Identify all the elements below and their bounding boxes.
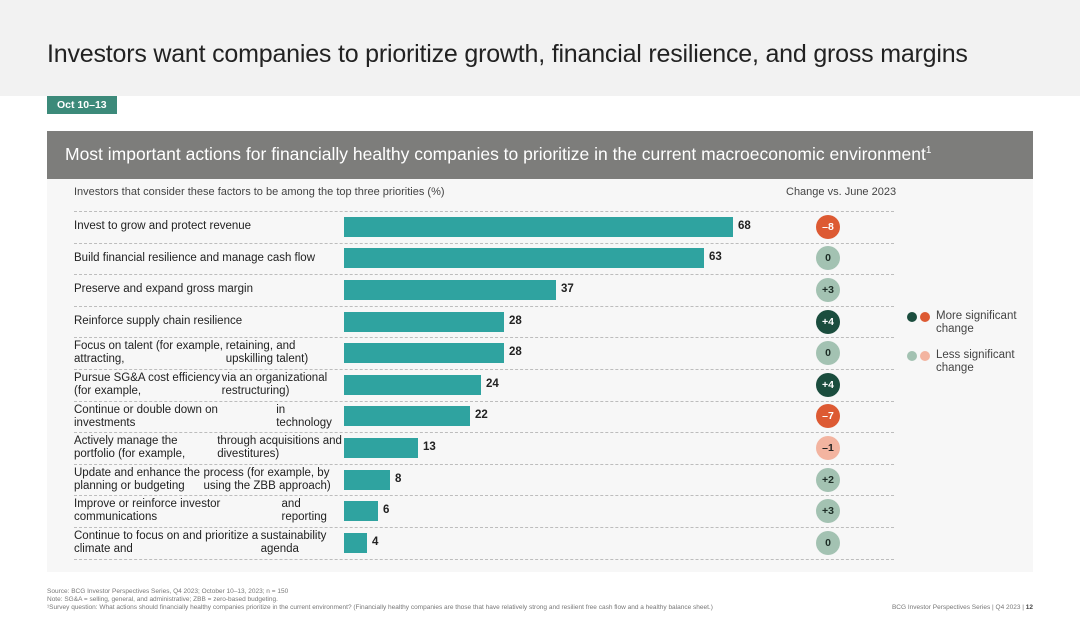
bar-value-label: 63: [709, 251, 722, 263]
legend-dot-light-positive: [907, 351, 917, 361]
page-number: 12: [1025, 604, 1033, 611]
footnote-marker: 1: [925, 145, 932, 157]
bar: [344, 248, 704, 268]
bar: [344, 343, 504, 363]
change-badge: –1: [816, 436, 840, 460]
category-label: Actively manage the portfolio (for examp…: [74, 434, 342, 461]
row-divider: [74, 495, 894, 496]
category-label: Pursue SG&A cost efficiency (for example…: [74, 371, 328, 398]
change-badge: 0: [816, 246, 840, 270]
legend-label-light: Less significant change: [936, 349, 1015, 374]
category-label: Focus on talent (for example, attracting…: [74, 339, 309, 366]
bar-value-label: 22: [475, 409, 488, 421]
row-divider: [74, 211, 894, 212]
title-band: [0, 0, 1080, 96]
source-note: Source: BCG Investor Perspectives Series…: [47, 588, 289, 595]
bar-value-label: 24: [486, 378, 499, 390]
row-divider: [74, 306, 894, 307]
change-badge: +4: [816, 373, 840, 397]
date-badge: Oct 10–13: [47, 96, 117, 114]
row-divider: [74, 243, 894, 244]
footer-series: BCG Investor Perspectives Series | Q4 20…: [892, 604, 1033, 611]
legend-label-strong: More significant change: [936, 310, 1017, 335]
change-badge: +4: [816, 310, 840, 334]
bar: [344, 312, 504, 332]
bar: [344, 217, 733, 237]
bar: [344, 375, 481, 395]
bar: [344, 406, 470, 426]
change-badge: –7: [816, 404, 840, 428]
footer-series-text: BCG Investor Perspectives Series | Q4 20…: [891, 604, 1024, 611]
category-label: Continue to focus on and prioritize a cl…: [74, 529, 327, 556]
category-label: Reinforce supply chain resilience: [74, 315, 243, 328]
category-label: Update and enhance the planning or budge…: [74, 466, 331, 493]
change-badge: –8: [816, 215, 840, 239]
survey-footnote: ¹Survey question: What actions should fi…: [47, 604, 713, 611]
x-axis-label: Investors that consider these factors to…: [74, 186, 445, 198]
bar-value-label: 8: [395, 473, 402, 485]
change-column-header: Change vs. June 2023: [786, 186, 897, 198]
bar: [344, 533, 367, 553]
row-divider: [74, 559, 894, 560]
bar-value-label: 6: [383, 504, 390, 516]
chart-panel: [47, 179, 1033, 572]
row-divider: [74, 274, 894, 275]
abbreviation-note: Note: SG&A = selling, general, and admin…: [47, 596, 278, 603]
bar-value-label: 4: [372, 536, 379, 548]
legend-dot-strong-positive: [907, 312, 917, 322]
row-divider: [74, 337, 894, 338]
bar-value-label: 28: [509, 346, 522, 358]
category-label: Improve or reinforce investor communicat…: [74, 497, 327, 524]
category-label: Continue or double down on investments in…: [74, 403, 332, 430]
change-badge: 0: [816, 531, 840, 555]
change-badge: +3: [816, 499, 840, 523]
category-label: Invest to grow and protect revenue: [74, 220, 252, 233]
change-badge: +2: [816, 468, 840, 492]
bar-value-label: 28: [509, 315, 522, 327]
legend-dot-light-negative: [920, 351, 930, 361]
row-divider: [74, 401, 894, 402]
legend-dot-strong-negative: [920, 312, 930, 322]
page-title: Investors want companies to prioritize g…: [47, 40, 968, 68]
bar: [344, 470, 390, 490]
row-divider: [74, 369, 894, 370]
category-label: Preserve and expand gross margin: [74, 283, 253, 296]
row-divider: [74, 432, 894, 433]
chart-title-banner: Most important actions for financially h…: [47, 131, 1033, 179]
bar-value-label: 68: [738, 220, 751, 232]
chart-title: Most important actions for financially h…: [65, 144, 926, 164]
row-divider: [74, 464, 894, 465]
bar: [344, 280, 556, 300]
bar: [344, 438, 418, 458]
bar-value-label: 13: [423, 441, 436, 453]
change-badge: 0: [816, 341, 840, 365]
change-badge: +3: [816, 278, 840, 302]
bar-value-label: 37: [561, 283, 574, 295]
bar: [344, 501, 378, 521]
category-label: Build financial resilience and manage ca…: [74, 252, 316, 265]
row-divider: [74, 527, 894, 528]
